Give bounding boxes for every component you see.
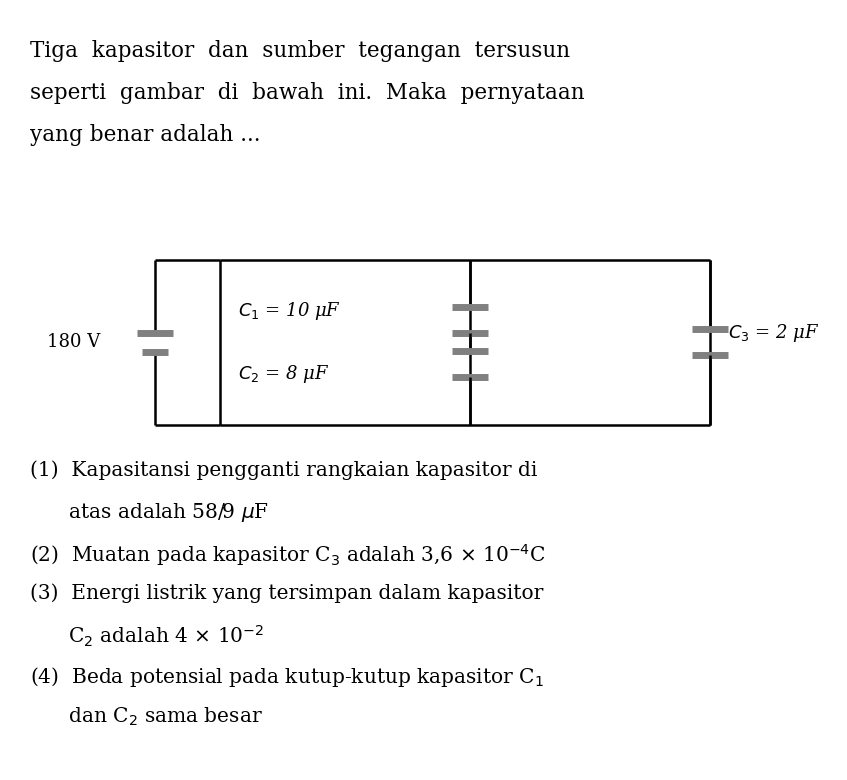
Text: dan C$_2$ sama besar: dan C$_2$ sama besar <box>30 706 263 729</box>
Text: $C_2$ = 8 μF: $C_2$ = 8 μF <box>238 363 329 385</box>
Text: $C_3$ = 2 μF: $C_3$ = 2 μF <box>728 321 820 343</box>
Text: (3)  Energi listrik yang tersimpan dalam kapasitor: (3) Energi listrik yang tersimpan dalam … <box>30 583 544 603</box>
Text: Tiga  kapasitor  dan  sumber  tegangan  tersusun: Tiga kapasitor dan sumber tegangan tersu… <box>30 40 570 62</box>
Text: seperti  gambar  di  bawah  ini.  Maka  pernyataan: seperti gambar di bawah ini. Maka pernya… <box>30 82 584 104</box>
Text: (1)  Kapasitansi pengganti rangkaian kapasitor di: (1) Kapasitansi pengganti rangkaian kapa… <box>30 460 537 480</box>
Text: (2)  Muatan pada kapasitor C$_3$ adalah 3,6 $\times$ 10$^{-4}$C: (2) Muatan pada kapasitor C$_3$ adalah 3… <box>30 542 545 568</box>
Text: (4)  Beda potensial pada kutup-kutup kapasitor C$_1$: (4) Beda potensial pada kutup-kutup kapa… <box>30 665 544 689</box>
Text: atas adalah 58/9 $\mu$F: atas adalah 58/9 $\mu$F <box>30 501 269 524</box>
Text: 180 V: 180 V <box>47 334 100 352</box>
Text: yang benar adalah ...: yang benar adalah ... <box>30 124 261 146</box>
Text: $C_1$ = 10 μF: $C_1$ = 10 μF <box>238 300 341 321</box>
Text: C$_2$ adalah 4 $\times$ 10$^{-2}$: C$_2$ adalah 4 $\times$ 10$^{-2}$ <box>30 624 264 649</box>
